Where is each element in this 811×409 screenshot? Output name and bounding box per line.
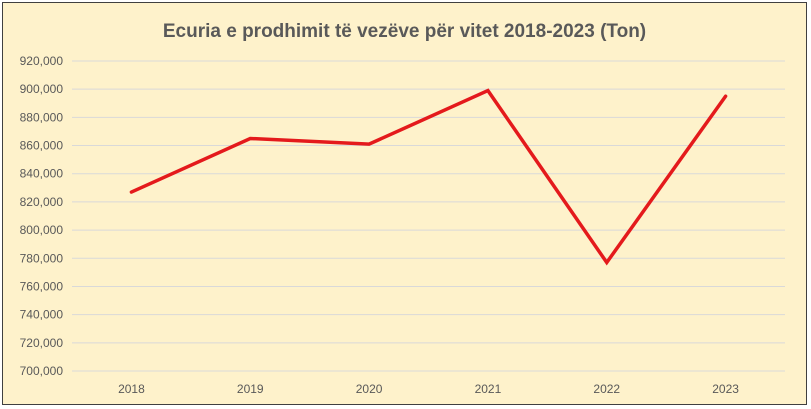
y-tick-label: 800,000 [20,223,64,237]
x-tick-label: 2020 [356,382,383,396]
y-tick-label: 900,000 [20,82,64,96]
y-tick-label: 700,000 [20,364,64,378]
y-tick-label: 740,000 [20,308,64,322]
x-tick-label: 2023 [712,382,739,396]
y-tick-label: 780,000 [20,251,64,265]
chart-title: Ecuria e prodhimit të vezëve për vitet 2… [162,21,647,42]
y-tick-label: 880,000 [20,110,64,124]
chart-frame: Ecuria e prodhimit të vezëve për vitet 2… [2,2,807,405]
x-tick-label: 2021 [475,382,502,396]
x-tick-label: 2022 [593,382,620,396]
x-tick-label: 2019 [237,382,264,396]
y-tick-label: 840,000 [20,167,64,181]
y-tick-label: 860,000 [20,139,64,153]
y-tick-label: 920,000 [20,54,64,68]
y-tick-label: 820,000 [20,195,64,209]
y-tick-label: 720,000 [20,336,64,350]
series-line [129,88,728,266]
y-tick-label: 760,000 [20,279,64,293]
x-tick-label: 2018 [118,382,145,396]
